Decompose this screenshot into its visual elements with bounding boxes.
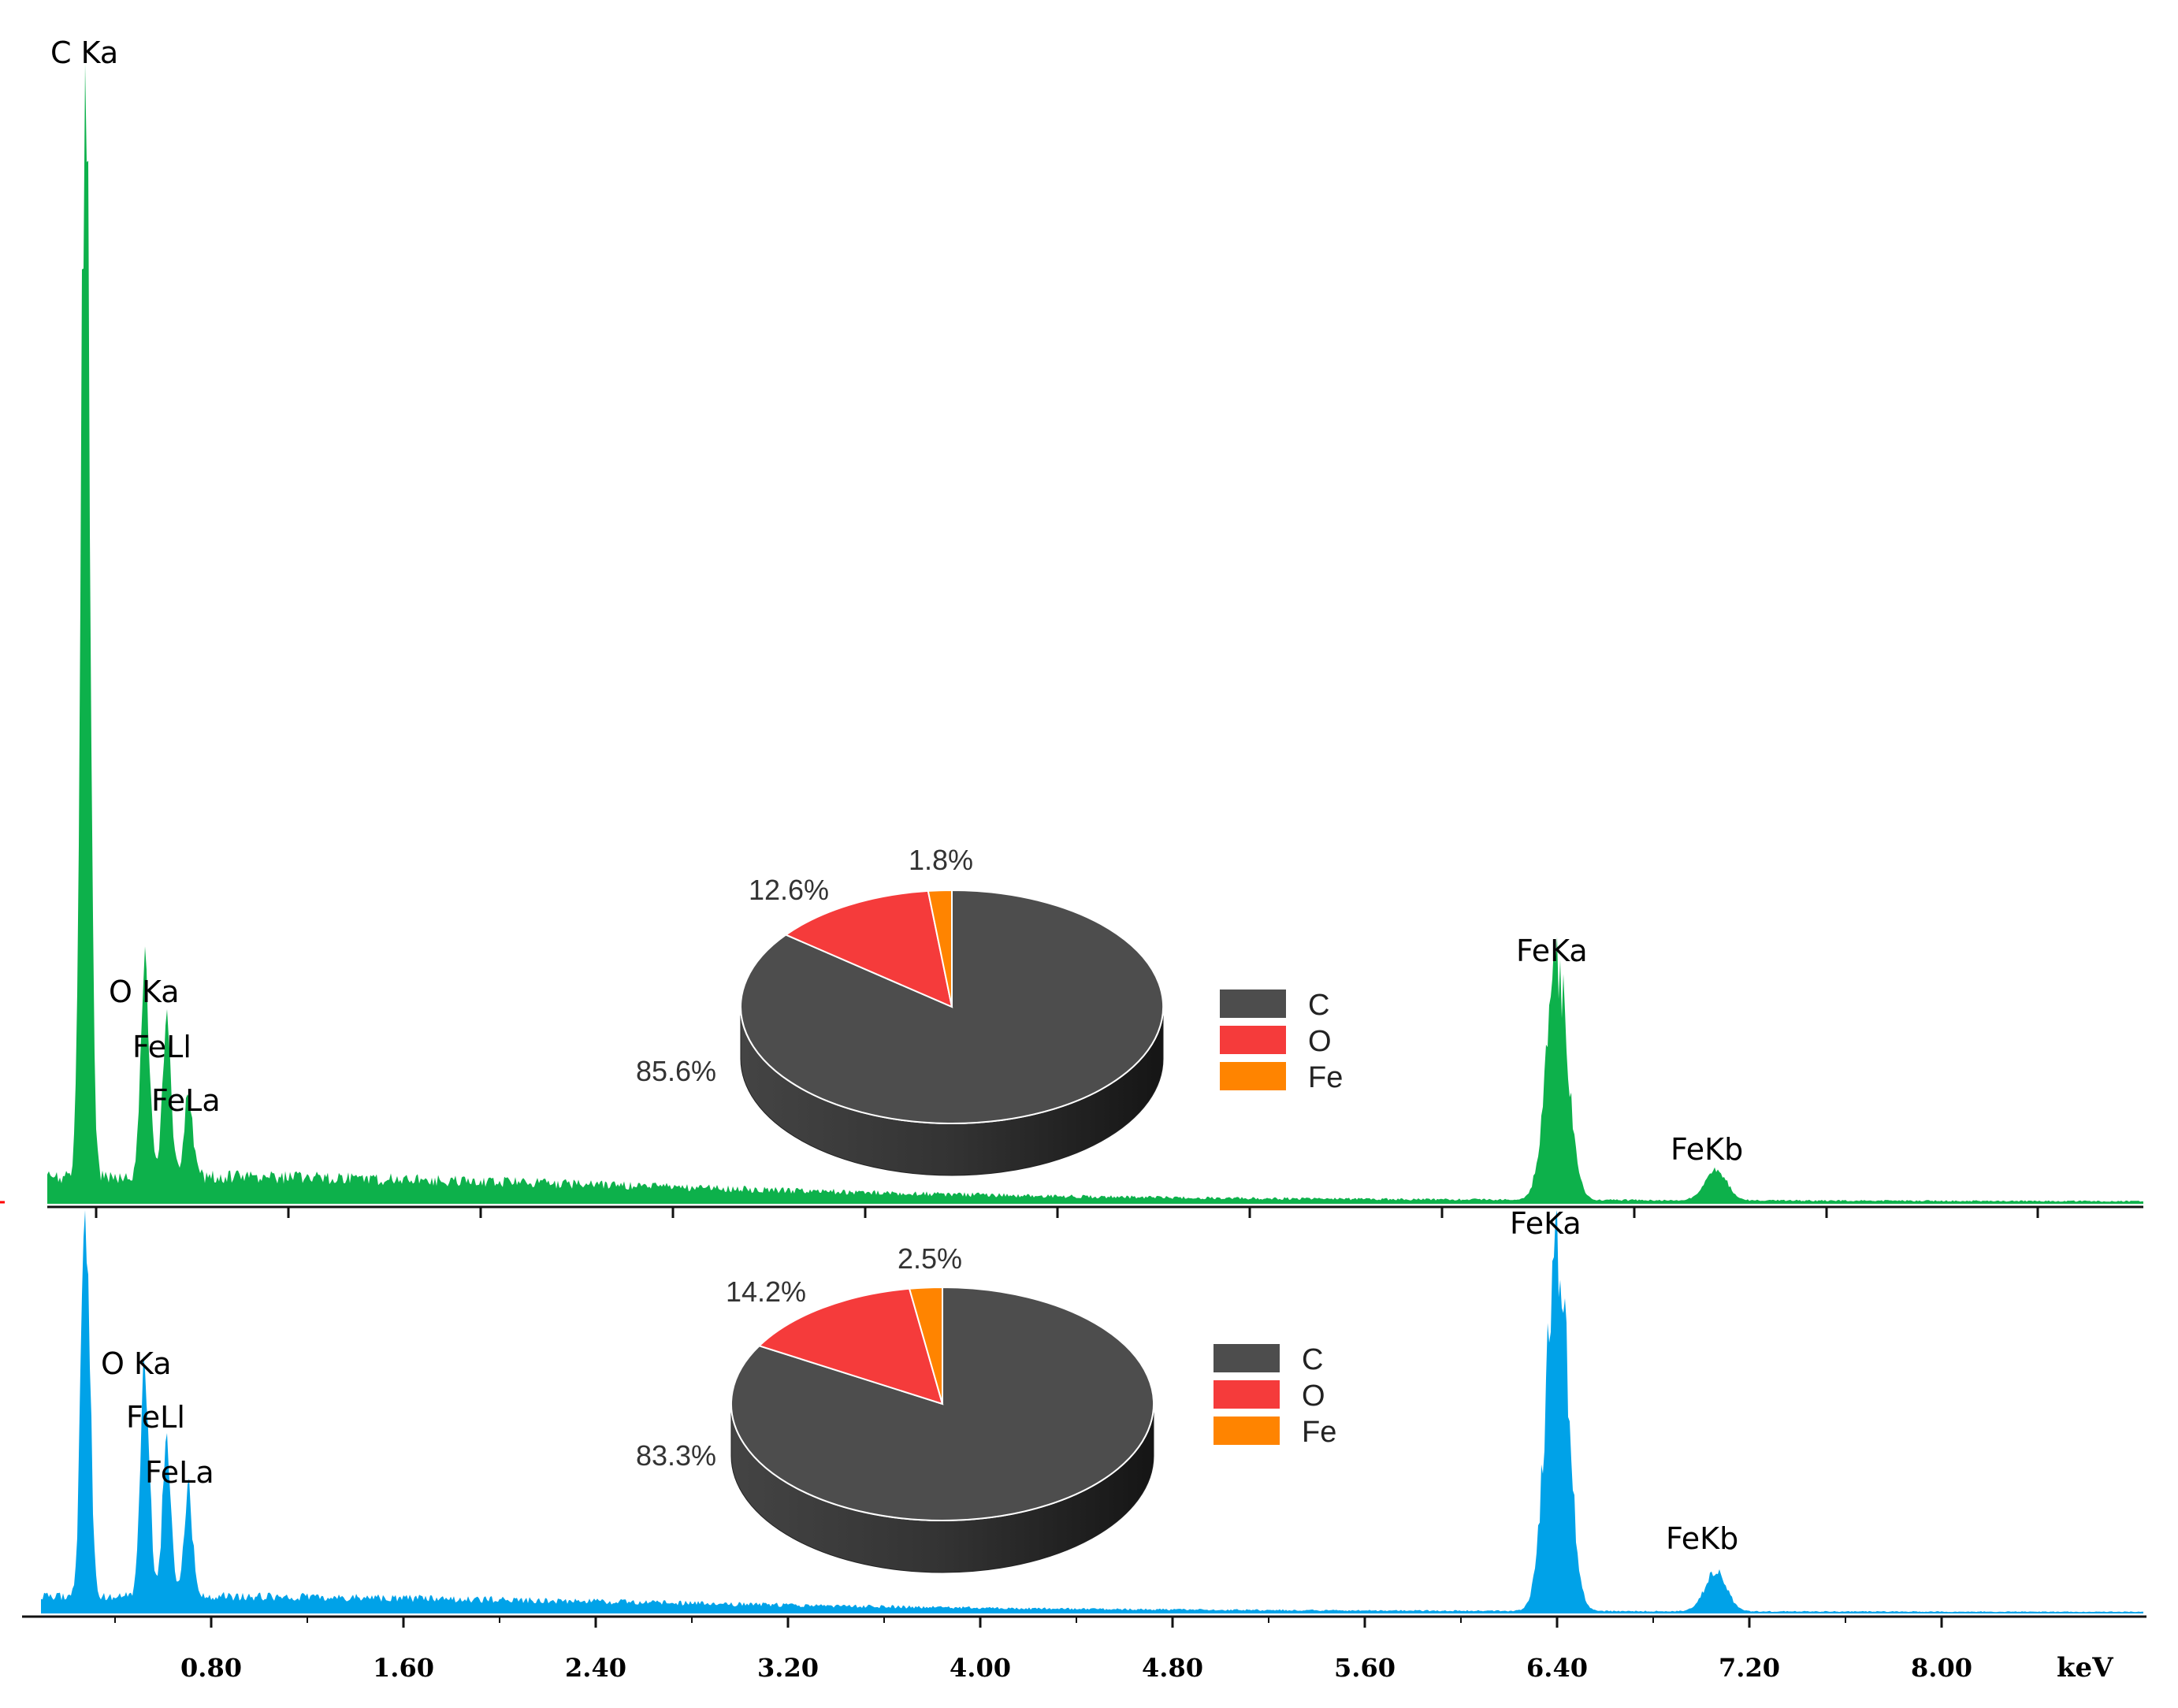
top-peak-label: FeLa	[151, 1083, 221, 1118]
x-tick-label: 6.40	[1526, 1653, 1588, 1683]
pie-slice-o	[757, 1287, 944, 1405]
top-peak-label: FeKb	[1671, 1132, 1743, 1167]
top-spectrum: C Ka O Ka FeLl FeLa FeKa FeKb	[0, 35, 2143, 1218]
legend-label: C	[1308, 989, 1329, 1022]
x-axis-unit-label: keV	[2057, 1652, 2113, 1684]
bottom-peak-label: O Ka	[101, 1346, 172, 1381]
top-peak-label: FeKa	[1516, 934, 1588, 968]
top-composition-pie: 85.6% 12.6% 1.8%	[636, 844, 1165, 1176]
top-peak-label: O Ka	[109, 975, 180, 1009]
bottom-peak-label: FeLl	[126, 1400, 185, 1435]
legend-label: O	[1308, 1025, 1332, 1058]
pie-percent-label: 85.6%	[636, 1055, 716, 1087]
pie-percent-label: 14.2%	[726, 1275, 806, 1308]
legend-swatch-fe	[1220, 1062, 1286, 1090]
legend-swatch-o	[1220, 1026, 1286, 1054]
pie-slice-fe	[927, 889, 953, 1008]
bottom-spectrum: O Ka FeLl FeLa FeKa FeKb 0.80 1.60 2.40 3.20 4.0…	[22, 1206, 2146, 1684]
bottom-peak-label: FeLa	[145, 1455, 214, 1490]
pie-slice-o	[784, 889, 953, 1008]
x-tick-label: 4.00	[950, 1653, 1011, 1683]
pie-percent-label: 1.8%	[909, 844, 973, 876]
x-tick-label: 3.20	[757, 1653, 819, 1683]
x-tick-label: 4.80	[1142, 1653, 1203, 1683]
legend-swatch-c	[1214, 1344, 1280, 1372]
top-peak-label: FeLl	[132, 1030, 191, 1064]
legend-label: C	[1302, 1343, 1323, 1376]
pie-slice-fe	[908, 1286, 943, 1405]
x-tick-label: 7.20	[1719, 1653, 1780, 1683]
x-tick-label: 2.40	[565, 1653, 626, 1683]
pie-percent-label: 12.6%	[749, 874, 829, 906]
x-tick-label: 0.80	[180, 1653, 242, 1683]
bottom-peak-label: FeKa	[1510, 1206, 1581, 1241]
pie-percent-label: 2.5%	[898, 1242, 962, 1275]
legend-label: Fe	[1302, 1416, 1336, 1449]
x-tick-label: 8.00	[1911, 1653, 1972, 1683]
bottom-peak-label: FeKb	[1666, 1521, 1738, 1556]
legend-swatch-o	[1214, 1380, 1280, 1409]
legend-swatch-c	[1220, 990, 1286, 1018]
top-peak-label: C Ka	[50, 35, 118, 70]
x-tick-label: 1.60	[373, 1653, 434, 1683]
legend-label: O	[1302, 1379, 1325, 1413]
x-tick-label: 5.60	[1334, 1653, 1396, 1683]
pie-percent-label: 83.3%	[636, 1439, 716, 1472]
legend-label: Fe	[1308, 1061, 1343, 1094]
bottom-composition-pie: 83.3% 14.2% 2.5%	[636, 1242, 1155, 1573]
legend-swatch-fe	[1214, 1417, 1280, 1445]
